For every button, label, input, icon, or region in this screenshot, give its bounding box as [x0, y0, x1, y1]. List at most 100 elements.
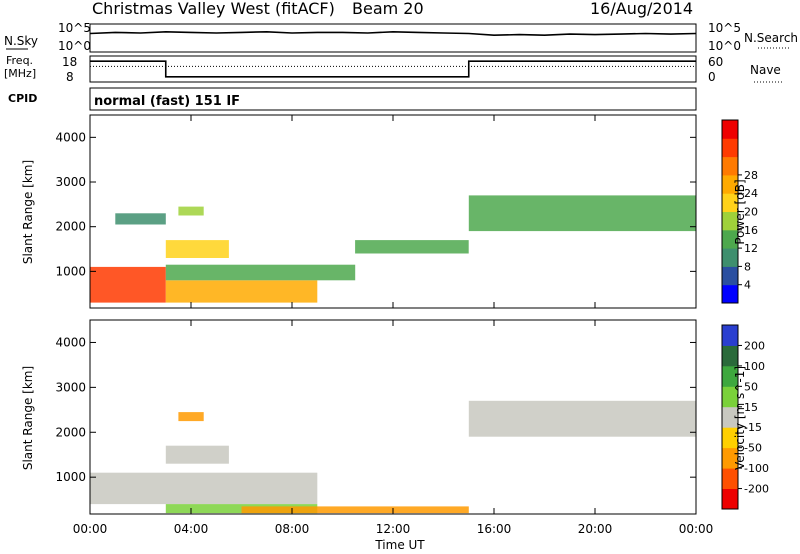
time-axis-ticks: 00:00 04:00 08:00 12:00 16:00 20:00 00:00	[73, 115, 714, 536]
x-tick-label: 16:00	[477, 522, 512, 536]
power-y-axis-label: Slant Range [km]	[21, 160, 35, 264]
x-tick-label: 12:00	[376, 522, 411, 536]
freq-series-line	[90, 60, 696, 78]
velocity-y-ticks: 1000 2000 3000 4000	[55, 335, 696, 484]
y-tick-label: 4000	[55, 335, 86, 349]
colorbar-tick-label: 16	[744, 224, 758, 237]
echo-region	[165, 264, 356, 281]
y-tick-label: 2000	[55, 220, 86, 234]
colorbar-swatch	[722, 345, 738, 367]
echo-region	[165, 445, 229, 464]
noise-panel-frame	[89, 23, 697, 53]
date-label: 16/Aug/2014	[590, 0, 693, 18]
velocity-colorbar: 200 100 50 15 -15 -50 -100 -200	[721, 324, 769, 510]
freq-left-tick-top: 18	[62, 55, 77, 69]
echo-region	[178, 206, 204, 216]
nave-right-tick-bottom: 0	[708, 70, 716, 84]
colorbar-swatch	[722, 488, 738, 510]
nsky-series-line	[89, 30, 697, 37]
echo-region	[178, 412, 204, 422]
colorbar-tick-label: 20	[744, 206, 758, 219]
colorbar-tick-label: 28	[744, 169, 758, 182]
colorbar-swatch	[722, 365, 738, 387]
time-axis-label: Time UT	[374, 538, 425, 552]
x-tick-label: 08:00	[275, 522, 310, 536]
nave-right-label: Nave	[750, 63, 781, 77]
freq-label-line1: Freq.	[6, 54, 33, 67]
colorbar-swatch	[722, 386, 738, 408]
colorbar-swatch	[722, 468, 738, 489]
echo-region	[90, 472, 318, 505]
power-y-ticks: 1000 2000 3000 4000	[55, 130, 696, 278]
echo-region	[468, 400, 697, 437]
x-tick-label: 20:00	[578, 522, 613, 536]
freq-label-line2: [MHz]	[4, 67, 36, 80]
power-panel: 1000 2000 3000 4000 Slant Range [km] 4 8 12 16…	[21, 114, 758, 309]
nave-right-tick-top: 60	[708, 55, 723, 69]
colorbar-tick-label: -100	[744, 462, 769, 475]
x-tick-label: 00:00	[679, 522, 714, 536]
colorbar-tick-label: 15	[744, 401, 758, 414]
noise-right-label: N.Search	[744, 31, 798, 45]
echo-region	[165, 280, 318, 303]
colorbar-tick-label: 24	[744, 187, 758, 200]
echo-region	[165, 240, 229, 258]
velocity-colorbar-label: Velocity [m s^-1]	[733, 366, 747, 470]
power-colorbar-label: Power [dB]	[733, 179, 747, 244]
noise-left-label: N.Sky	[4, 34, 38, 48]
y-tick-label: 4000	[55, 130, 86, 144]
cpid-frame	[89, 87, 697, 111]
colorbar-tick-label: 12	[744, 242, 758, 255]
colorbar-swatch	[722, 229, 738, 249]
colorbar-tick-label: -200	[744, 483, 769, 496]
y-tick-label: 1000	[55, 470, 86, 484]
colorbar-swatch	[722, 138, 738, 158]
cpid-value: normal (fast) 151 IF	[94, 94, 240, 109]
y-tick-label: 3000	[55, 380, 86, 394]
colorbar-tick-label: 8	[744, 260, 751, 273]
colorbar-swatch	[722, 120, 738, 139]
colorbar-tick-label: -15	[744, 421, 762, 434]
echo-region	[241, 506, 469, 514]
colorbar-tick-label: 200	[744, 339, 765, 352]
noise-right-tick-top: 10^5	[708, 21, 741, 35]
colorbar-swatch	[722, 174, 738, 194]
colorbar-swatch	[722, 427, 738, 449]
velocity-panel: 1000 2000 3000 4000 Slant Range [km] 200 100…	[21, 319, 769, 515]
colorbar-swatch	[722, 447, 738, 469]
beam-label: Beam 20	[352, 0, 424, 18]
colorbar-swatch	[722, 211, 738, 231]
colorbar-swatch	[722, 406, 738, 428]
x-tick-label: 04:00	[174, 522, 209, 536]
colorbar-tick-label: 50	[744, 380, 758, 393]
colorbar-tick-label: 4	[744, 279, 751, 292]
x-tick-label: 00:00	[73, 522, 108, 536]
colorbar-tick-label: 100	[744, 360, 765, 373]
frequency-panel: Freq. [MHz] 18 8 60 0 Nave	[4, 54, 782, 84]
colorbar-swatch	[722, 248, 738, 267]
colorbar-swatch	[722, 284, 738, 304]
colorbar-swatch	[722, 266, 738, 286]
power-colorbar: 4 8 12 16 20 24 28	[721, 119, 758, 304]
frequency-panel-frame	[89, 55, 697, 83]
noise-right-tick-bottom: 10^0	[708, 39, 741, 53]
cpid-label: CPID	[8, 92, 37, 105]
colorbar-swatch	[722, 156, 738, 176]
echo-region	[90, 266, 166, 303]
y-tick-label: 1000	[55, 264, 86, 278]
figure-title: Christmas Valley West (fitACF)	[92, 0, 335, 18]
echo-region	[115, 213, 166, 225]
freq-left-tick-bottom: 8	[66, 70, 74, 84]
noise-left-tick-bottom: 10^0	[58, 39, 91, 53]
noise-left-tick-top: 10^5	[58, 21, 91, 35]
colorbar-tick-label: -50	[744, 442, 762, 455]
echo-region	[355, 240, 469, 254]
velocity-y-axis-label: Slant Range [km]	[21, 366, 35, 470]
y-tick-label: 3000	[55, 175, 86, 189]
colorbar-swatch	[722, 193, 738, 212]
echo-region	[468, 195, 697, 232]
colorbar-swatch	[722, 325, 738, 346]
colorbar-frame	[721, 324, 739, 510]
noise-panel: N.Sky 10^5 10^0 10^5 10^0 N.Search	[4, 21, 798, 53]
